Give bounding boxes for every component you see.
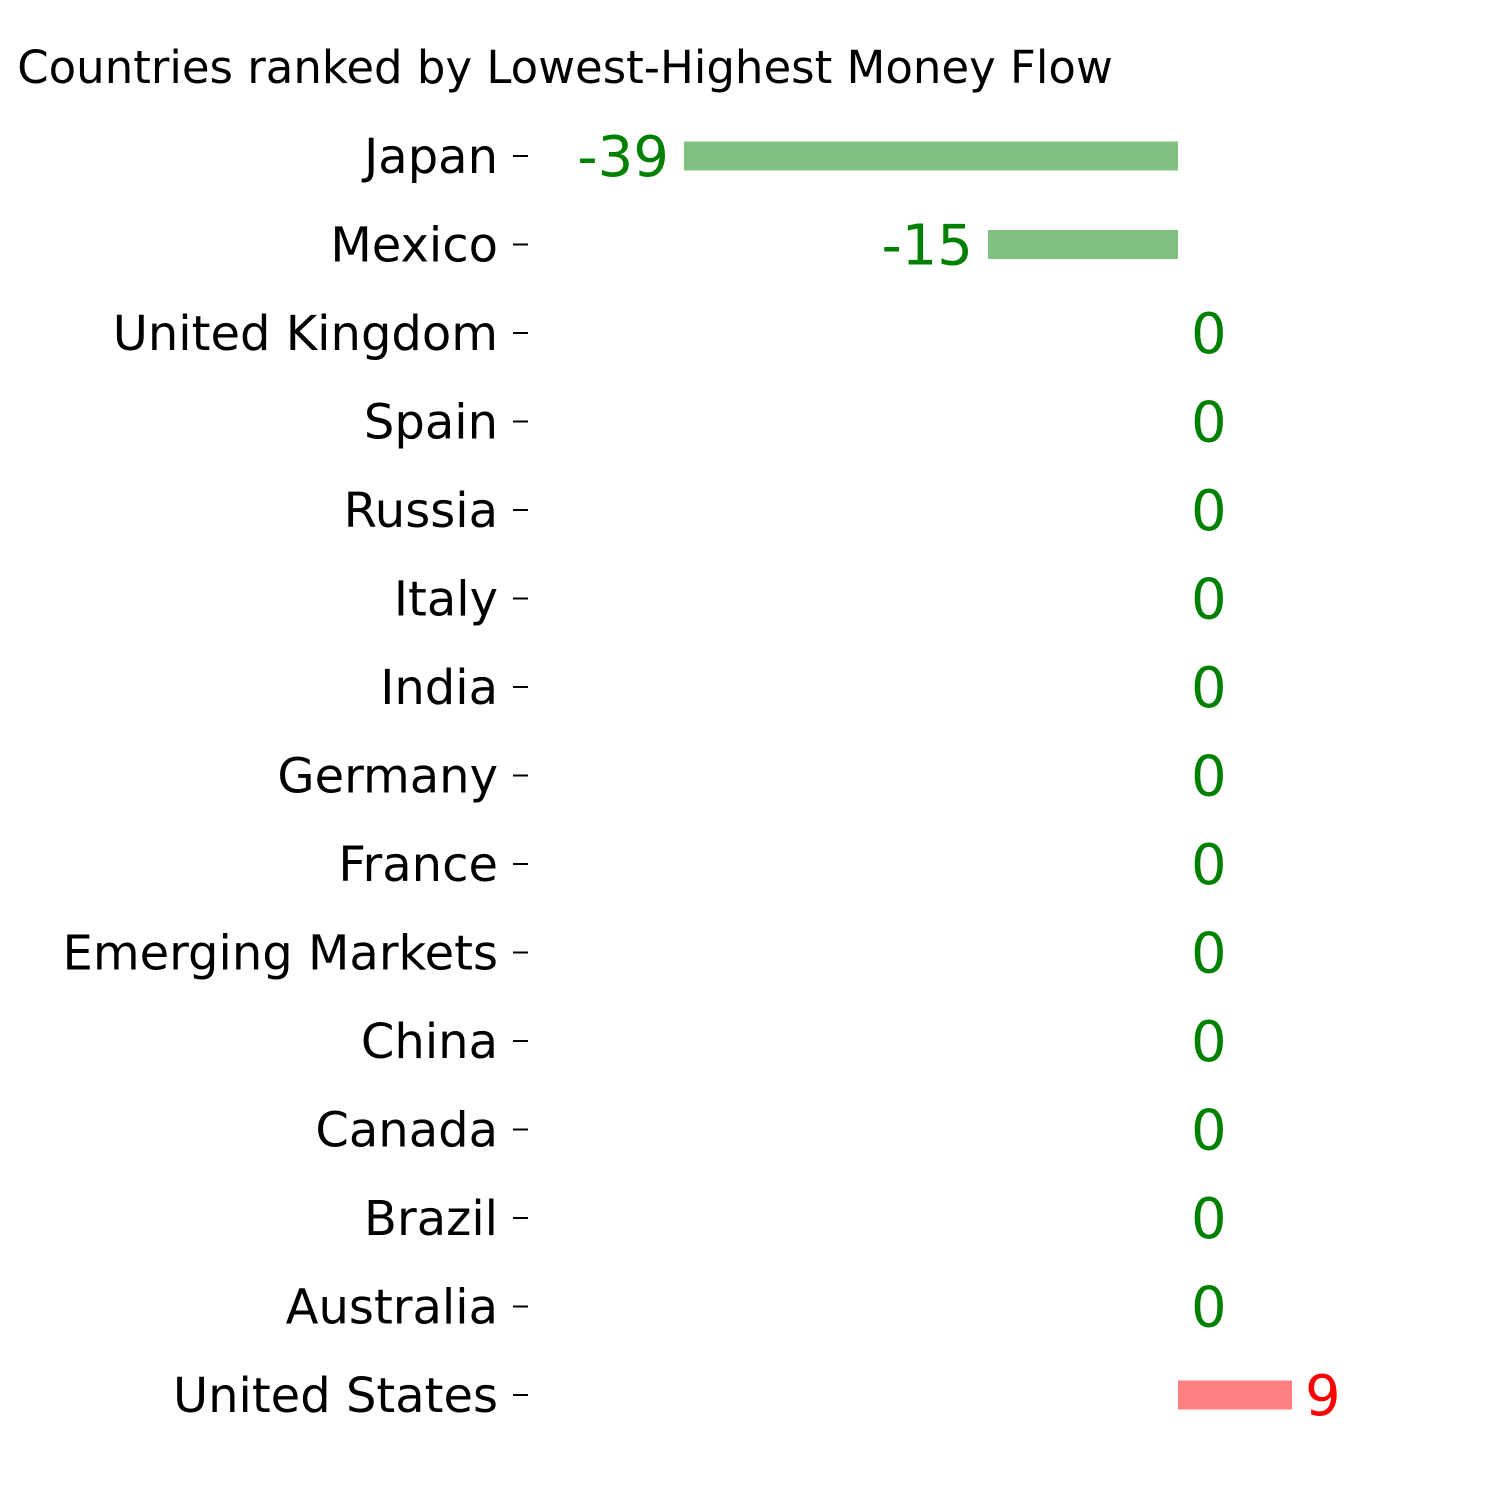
category-label: France [338, 837, 498, 893]
category-label: Canada [315, 1103, 498, 1159]
category-label: China [361, 1014, 498, 1070]
bar [987, 230, 1178, 259]
category-label: Germany [277, 749, 498, 805]
value-label: 9 [1305, 1364, 1341, 1429]
category-label: Mexico [330, 218, 498, 274]
value-label: 0 [1191, 1187, 1227, 1252]
category-label: United Kingdom [113, 306, 498, 362]
bar [1178, 1380, 1293, 1410]
bar [683, 141, 1178, 171]
value-label: -39 [577, 125, 668, 190]
chart-title: Countries ranked by Lowest-Highest Money… [17, 41, 1113, 94]
value-label: 0 [1191, 568, 1227, 633]
category-label: India [380, 660, 498, 716]
category-label: Brazil [364, 1191, 498, 1247]
value-label: 0 [1191, 833, 1227, 898]
value-label: 0 [1191, 391, 1227, 456]
category-label: Australia [286, 1280, 498, 1336]
value-label: 0 [1191, 1099, 1227, 1164]
value-label: 0 [1191, 479, 1227, 544]
value-label: 0 [1191, 922, 1227, 987]
category-label: Emerging Markets [63, 926, 498, 982]
bars-group: Japan -39 Mexico -15 United Kingdom 0 Spain 0 Ru… [63, 125, 1341, 1429]
category-label: Italy [394, 572, 498, 628]
value-label: 0 [1191, 1010, 1227, 1075]
value-label: 0 [1191, 745, 1227, 810]
category-label: Russia [344, 483, 498, 539]
category-label: United States [173, 1368, 498, 1424]
value-label: -15 [881, 214, 972, 279]
value-label: 0 [1191, 656, 1227, 721]
value-label: 0 [1191, 1276, 1227, 1341]
category-label: Japan [361, 129, 498, 185]
value-label: 0 [1191, 302, 1227, 367]
category-label: Spain [364, 395, 498, 451]
